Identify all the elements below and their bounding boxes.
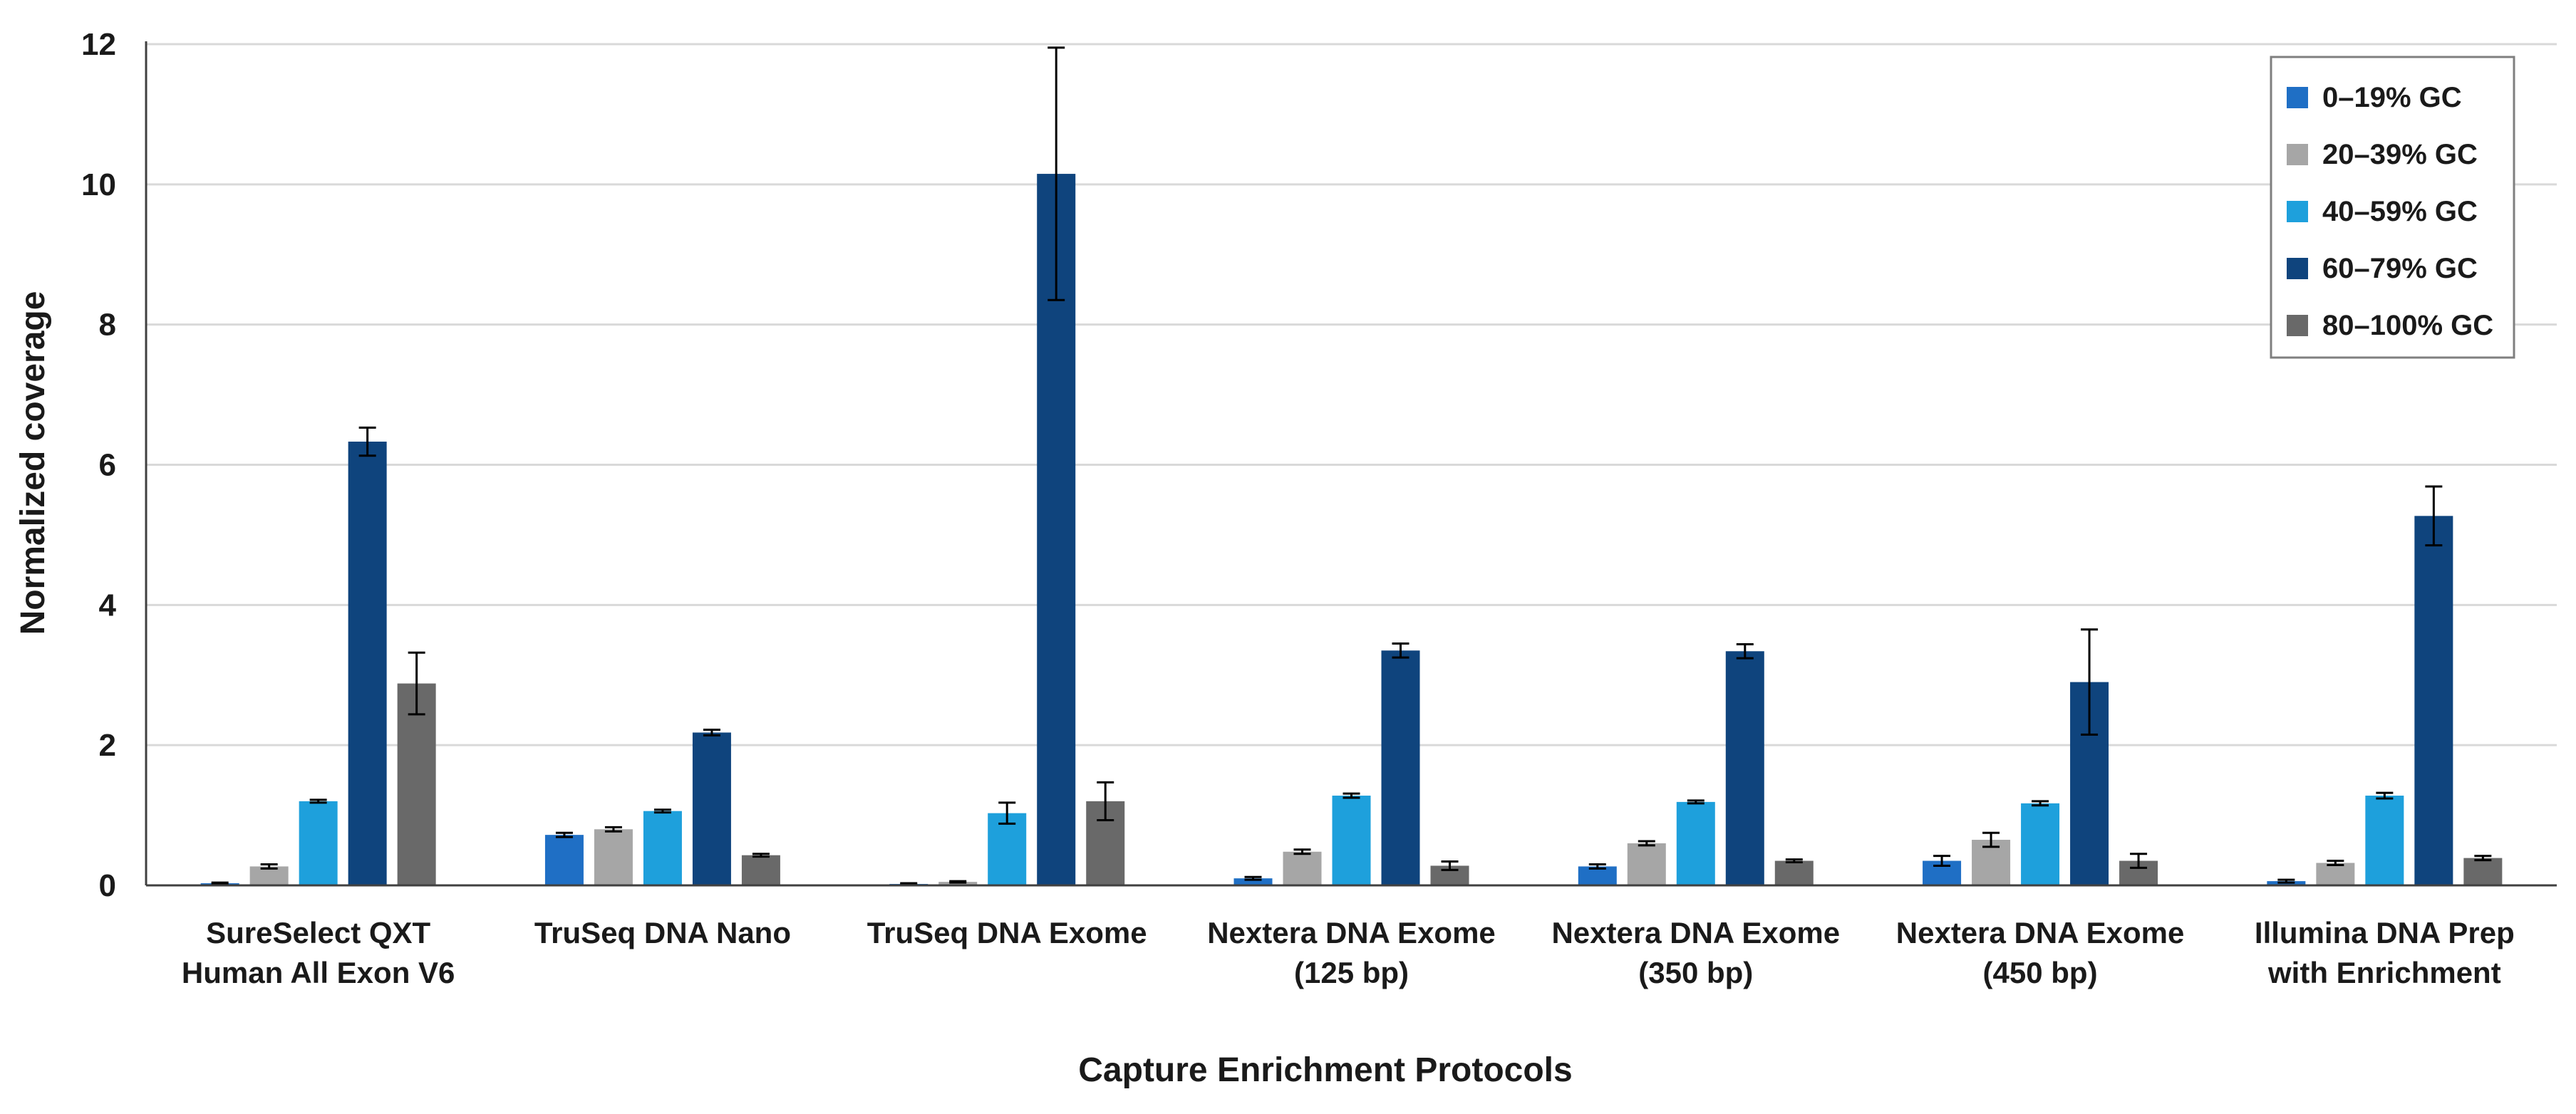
x-axis-title: Capture Enrichment Protocols [1078,1051,1572,1089]
bar [1676,801,1715,885]
bars [200,46,2503,886]
y-tick-label: 4 [99,588,117,623]
bar [692,732,731,885]
legend-label: 40–59% GC [2322,196,2478,227]
bar [544,835,584,885]
bar [643,811,682,885]
x-tick-label: (125 bp) [1294,956,1409,989]
legend-swatch [2287,315,2308,336]
y-tick-label: 6 [99,448,116,483]
x-tick-label: Human All Exon V6 [182,956,455,989]
bar [1774,860,1814,885]
y-tick-label: 12 [81,27,116,62]
legend-swatch [2287,144,2308,165]
bar [2021,803,2060,885]
bar [299,801,338,885]
bar [2414,516,2453,885]
x-tick-label: Nextera DNA Exome [1896,916,2185,949]
legend-swatch [2287,258,2308,279]
y-tick-label: 2 [99,728,116,763]
y-axis-title: Normalized coverage [14,291,52,635]
bar [1332,796,1371,885]
axes [145,41,2557,887]
bar [1283,851,1322,885]
bar [741,855,780,885]
bar [1233,878,1273,885]
bar [1725,651,1764,885]
bar [2463,858,2503,885]
legend: 0–19% GC 20–39% GC 40–59% GC 60–79% GC 80–10… [2270,56,2515,359]
x-tick-label: Illumina DNA Prep [2255,916,2515,949]
x-tick-label: SureSelect QXT [206,916,430,949]
x-tick-label: (350 bp) [1638,956,1753,989]
y-tick-label: 0 [99,868,116,903]
bar [397,683,436,885]
x-tick-label: TruSeq DNA Exome [867,916,1147,949]
gridlines [146,43,2557,746]
bar [594,829,633,885]
y-tick-label: 8 [99,308,116,343]
bar [348,442,387,885]
x-tick-label: TruSeq DNA Nano [534,916,791,949]
bar [1381,650,1420,885]
y-tick-label: 10 [81,167,116,202]
x-tick-label: Nextera DNA Exome [1207,916,1496,949]
axis-labels: 0 2 4 6 8 10 12 SureSelect QXT Human All Exon V6… [81,27,2515,989]
x-tick-label: Nextera DNA Exome [1551,916,1840,949]
bar [1627,843,1666,885]
legend-box [2270,56,2515,359]
legend-label: 20–39% GC [2322,139,2478,170]
x-tick-label: with Enrichment [2267,956,2501,989]
x-tick-label: (450 bp) [1983,956,2098,989]
legend-swatch [2287,201,2308,222]
legend-label: 60–79% GC [2322,253,2478,284]
bar [2365,796,2404,885]
bar [2316,863,2355,885]
legend-label: 80–100% GC [2322,310,2493,341]
bar [988,813,1027,885]
legend-swatch [2287,87,2308,108]
legend-label: 0–19% GC [2322,82,2462,113]
